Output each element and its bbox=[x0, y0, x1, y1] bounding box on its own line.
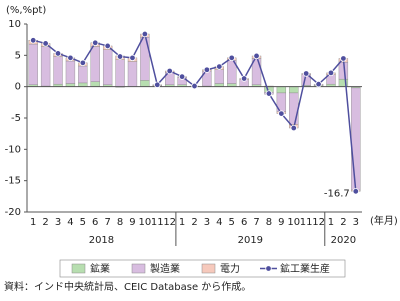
line-point bbox=[265, 90, 273, 97]
bar-segment bbox=[276, 86, 287, 94]
line-point bbox=[302, 70, 310, 77]
source-note: 資料：インド中央統計局、CEIC Database から作成。 bbox=[4, 280, 251, 293]
line-point bbox=[253, 52, 260, 60]
line-point bbox=[340, 55, 347, 62]
bar-segment bbox=[40, 46, 51, 87]
bar-segment bbox=[53, 56, 63, 85]
value-label: -16.7 bbox=[324, 188, 350, 199]
year-label: 2019 bbox=[238, 235, 263, 246]
bar-segment bbox=[289, 92, 299, 125]
x-tick-label: 7 bbox=[104, 217, 110, 228]
x-tick-label: 4 bbox=[67, 217, 73, 228]
line-point bbox=[30, 37, 37, 44]
x-tick-label: 5 bbox=[80, 217, 86, 228]
bar-segment bbox=[78, 82, 88, 87]
line-point bbox=[216, 63, 223, 70]
bar-segment bbox=[115, 59, 125, 87]
line-point bbox=[116, 53, 124, 60]
y-tick-label: -10 bbox=[5, 144, 21, 155]
x-tick-label: 11 bbox=[300, 217, 313, 228]
legend-label: 電力 bbox=[220, 262, 240, 275]
x-tick-label: 1 bbox=[30, 217, 36, 228]
legend-swatch bbox=[131, 263, 146, 274]
legend-box bbox=[59, 259, 346, 278]
x-unit: (年月) bbox=[370, 214, 398, 227]
line-point bbox=[278, 110, 285, 117]
line-point bbox=[141, 30, 149, 38]
x-tick-label: 9 bbox=[129, 217, 135, 228]
x-tick-label: 10 bbox=[287, 217, 300, 228]
y-tick-label: 5 bbox=[15, 50, 21, 61]
bar-segment bbox=[28, 43, 38, 85]
x-tick-label: 12 bbox=[312, 217, 325, 228]
legend-swatch bbox=[201, 263, 216, 274]
year-label: 2020 bbox=[331, 235, 356, 246]
line-point bbox=[178, 73, 186, 80]
bar-segment bbox=[140, 80, 150, 87]
line-point bbox=[166, 67, 173, 75]
year-label: 2018 bbox=[89, 235, 114, 246]
y-tick-label: 0 bbox=[15, 82, 21, 93]
x-tick-label: 3 bbox=[55, 217, 61, 228]
line-point bbox=[154, 81, 161, 88]
line-point bbox=[104, 42, 111, 50]
line-point bbox=[228, 54, 235, 62]
x-tick-label: 9 bbox=[278, 217, 284, 228]
line-point bbox=[79, 59, 87, 67]
line-point bbox=[315, 80, 322, 88]
line-point bbox=[92, 39, 99, 46]
line bbox=[33, 31, 357, 192]
x-tick-label: 3 bbox=[353, 217, 359, 228]
line-point bbox=[203, 66, 211, 73]
bar-segment bbox=[140, 36, 150, 81]
x-tick-label: 1 bbox=[179, 217, 185, 228]
legend-marker bbox=[265, 265, 272, 272]
x-tick-label: 2 bbox=[340, 217, 346, 228]
x-tick-label: 2 bbox=[42, 217, 48, 228]
legend-label: 製造業 bbox=[150, 262, 180, 275]
y-tick-label: -20 bbox=[5, 207, 21, 218]
bar-segment bbox=[90, 46, 100, 82]
x-tick-label: 11 bbox=[151, 217, 164, 228]
legend-label: 鉱業 bbox=[90, 262, 110, 275]
bar-segment bbox=[78, 65, 88, 84]
bar-segment bbox=[90, 81, 100, 87]
bar-segment bbox=[289, 86, 299, 94]
line-point bbox=[54, 50, 62, 57]
line-point bbox=[290, 124, 297, 132]
line-point bbox=[67, 54, 74, 62]
bar-segment bbox=[102, 49, 113, 85]
y-tick-label: 10 bbox=[8, 19, 21, 30]
y-unit: (%,%pt) bbox=[6, 5, 46, 16]
bar-segment bbox=[127, 61, 138, 87]
x-tick-label: 2 bbox=[191, 217, 197, 228]
line-point bbox=[352, 188, 359, 195]
legend-swatch bbox=[71, 263, 86, 274]
line-point bbox=[191, 82, 198, 90]
y-tick-label: -5 bbox=[11, 113, 21, 124]
x-tick-label: 8 bbox=[117, 217, 123, 228]
x-tick-label: 3 bbox=[204, 217, 210, 228]
y-tick-label: -15 bbox=[5, 176, 21, 187]
x-tick-label: 12 bbox=[163, 217, 176, 228]
x-tick-label: 6 bbox=[241, 217, 247, 228]
x-tick-label: 7 bbox=[253, 217, 259, 228]
bar-segment bbox=[351, 87, 361, 191]
x-tick-label: 6 bbox=[92, 217, 98, 228]
line-point bbox=[42, 40, 49, 47]
line-point bbox=[240, 75, 248, 82]
bar-segment bbox=[65, 60, 76, 84]
x-tick-label: 1 bbox=[328, 217, 334, 228]
x-tick-label: 5 bbox=[229, 217, 235, 228]
x-tick-label: 4 bbox=[216, 217, 222, 228]
bar-segment bbox=[214, 69, 224, 84]
line-point bbox=[129, 54, 136, 62]
line-point bbox=[327, 69, 335, 77]
x-tick-label: 8 bbox=[266, 217, 272, 228]
x-tick-label: 10 bbox=[139, 217, 152, 228]
legend-label: 鉱工業生産 bbox=[280, 262, 330, 275]
